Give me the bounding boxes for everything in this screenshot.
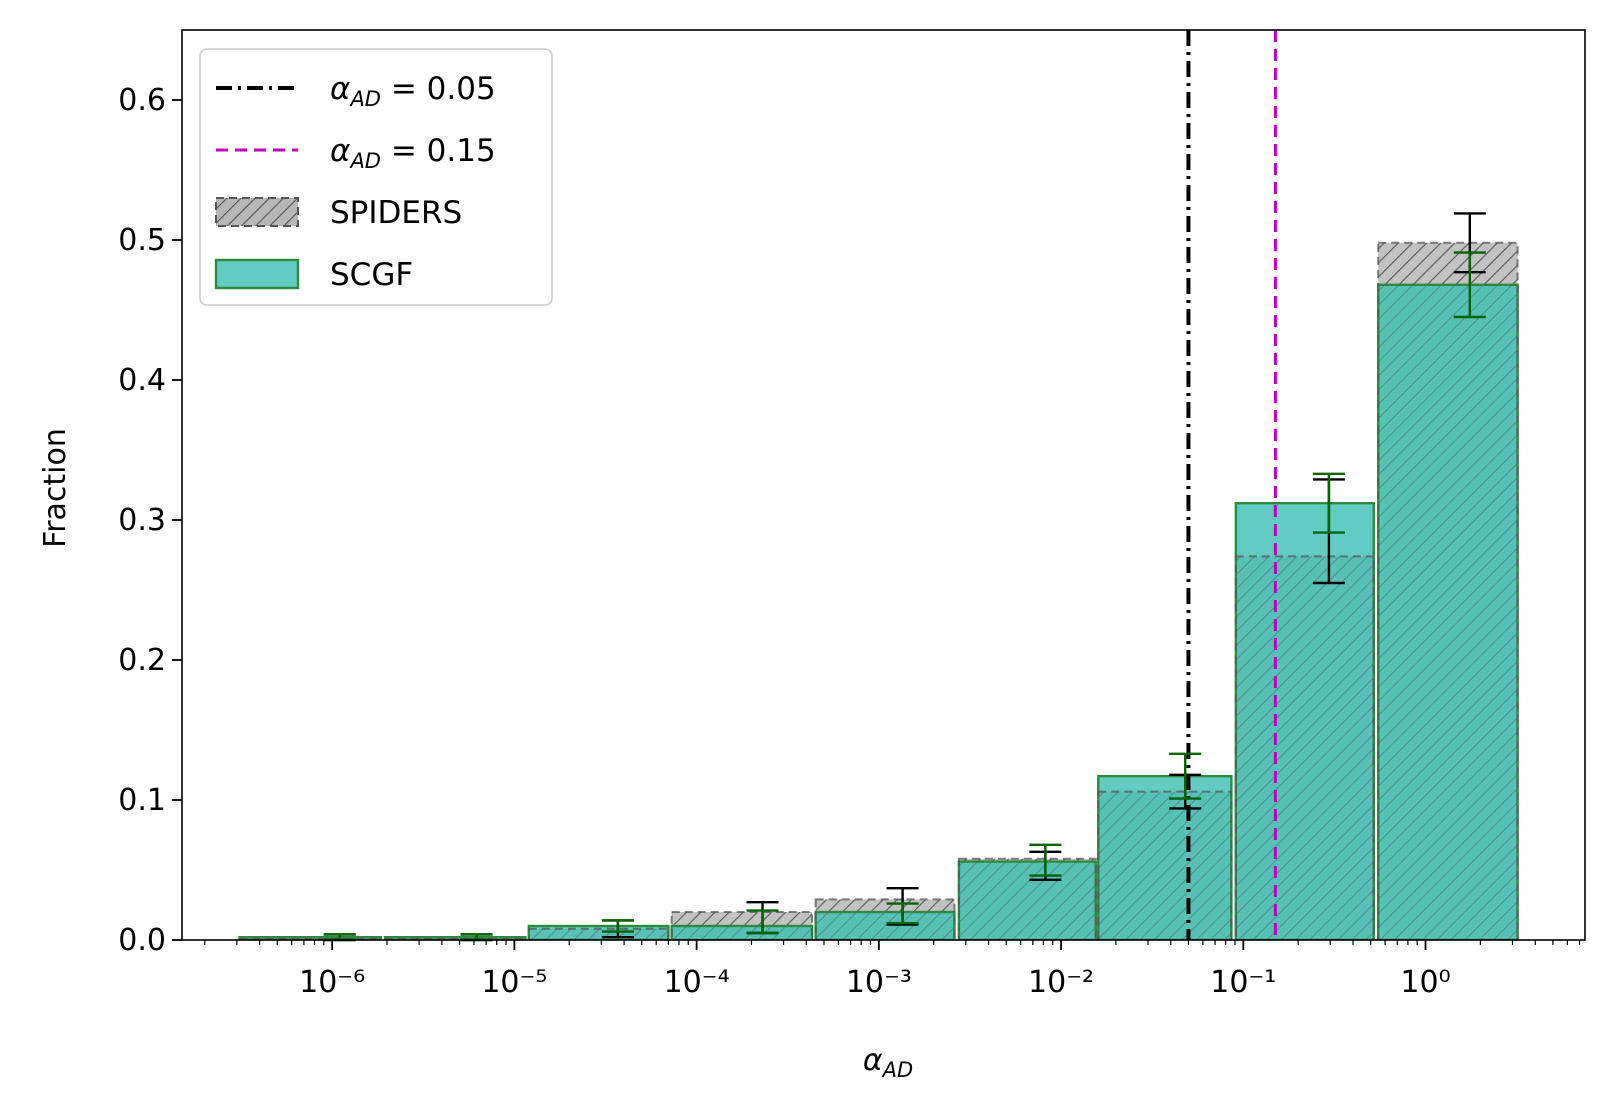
legend-box	[199, 48, 553, 306]
x-tick-label: 10⁻³	[846, 965, 912, 1000]
error-bars	[323, 212, 1486, 942]
spiders-bar-outline	[527, 927, 670, 940]
legend-entry-patch-hatch	[215, 197, 299, 227]
y-tick-label: 0.1	[118, 783, 166, 818]
y-tick-label: 0.0	[118, 923, 166, 958]
legend-entry-patch	[214, 258, 300, 290]
x-axis: 10⁻⁶ 10⁻⁵ 10⁻⁴ 10⁻³ 10⁻² 10⁻¹ 10⁰	[204, 940, 1581, 1000]
spiders-bar-outline	[814, 898, 956, 940]
spiders-hatch-over	[1235, 556, 1374, 940]
legend-label: SCGF	[330, 257, 413, 293]
x-axis-label: αAD	[863, 1043, 913, 1082]
x-tick-label: 10⁻⁵	[481, 965, 547, 1000]
x-tick-label: 10⁰	[1400, 965, 1450, 1000]
x-tick-label: 10⁻¹	[1210, 965, 1276, 1000]
y-axis-label: Fraction	[38, 428, 73, 548]
spiders-hatch-over	[671, 912, 813, 940]
y-axis: 0.0 0.1 0.2 0.3 0.4 0.5 0.6	[118, 83, 182, 958]
spiders-bar-outline	[1234, 555, 1375, 940]
y-tick-label: 0.4	[118, 363, 166, 398]
x-tick-label: 10⁻²	[1028, 965, 1094, 1000]
spiders-hatch-over	[815, 899, 955, 940]
y-tick-label: 0.6	[118, 83, 166, 118]
legend-label: αAD = 0.15	[330, 133, 496, 173]
plot-frame	[181, 29, 1586, 941]
x-tick-label: 10⁻⁴	[664, 965, 730, 1000]
spiders-hatch-over	[1098, 791, 1232, 940]
spiders-bar-outline	[670, 911, 814, 940]
spiders-hatch-over	[1378, 242, 1518, 940]
y-tick-label: 0.5	[118, 223, 166, 258]
spiders-hatch-over	[958, 858, 1096, 940]
spiders-bar-outline	[1097, 790, 1233, 940]
legend-label: αAD = 0.05	[330, 71, 496, 111]
y-tick-label: 0.2	[118, 643, 166, 678]
legend-label: SPIDERS	[330, 195, 462, 231]
spiders-hatch-overlay	[238, 241, 1519, 940]
y-tick-label: 0.3	[118, 503, 166, 538]
spiders-bar-outline	[1377, 241, 1519, 940]
x-tick-label: 10⁻⁶	[299, 965, 365, 1000]
reference-lines	[1186, 30, 1277, 940]
legend: αAD = 0.05 αAD = 0.15 SPIDERS SCGF	[199, 48, 553, 306]
spiders-hatch-over	[528, 928, 669, 940]
